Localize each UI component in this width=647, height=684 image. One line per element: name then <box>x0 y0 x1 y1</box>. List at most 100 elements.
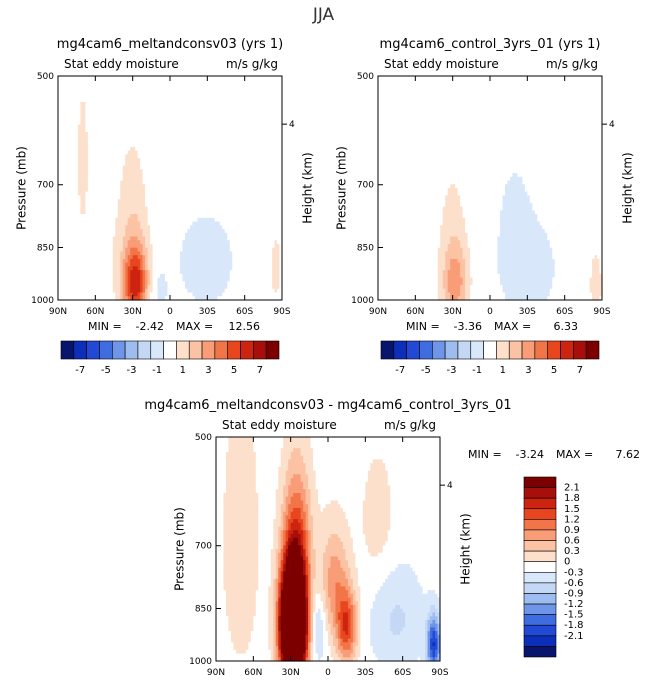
field-cell <box>257 117 261 122</box>
field-cell <box>65 146 69 152</box>
field-cell <box>237 132 241 137</box>
field-cell <box>82 79 86 85</box>
field-cell <box>232 83 236 88</box>
field-cell <box>249 113 253 118</box>
field-cell <box>77 113 81 118</box>
field-cell <box>207 146 211 152</box>
field-cell <box>82 94 86 99</box>
field-cell <box>112 135 116 141</box>
field-cell <box>65 132 69 137</box>
field-cell <box>199 132 203 137</box>
field-cell <box>95 139 99 144</box>
field-cell <box>277 83 281 88</box>
field-cell <box>150 146 154 152</box>
field-cell <box>267 113 271 118</box>
field-cell <box>160 132 164 137</box>
field-cell <box>199 105 203 111</box>
field-cell <box>267 139 271 144</box>
field-cell <box>252 79 256 85</box>
field-cell <box>65 143 69 148</box>
field-cell <box>65 150 69 155</box>
field-cell <box>145 87 149 92</box>
field-cell <box>77 124 81 129</box>
field-cell <box>207 150 211 155</box>
field-cell <box>222 76 226 81</box>
field-cell <box>269 146 273 152</box>
field-cell <box>145 98 149 103</box>
field-cell <box>262 135 266 141</box>
field-cell <box>145 76 149 81</box>
field-cell <box>82 132 86 137</box>
field-cell <box>264 76 268 81</box>
field-cell <box>239 79 243 85</box>
field-cell <box>157 109 161 114</box>
field-cell <box>172 150 176 155</box>
field-cell <box>82 102 86 107</box>
field-cell <box>209 124 213 129</box>
field-cell <box>274 79 278 85</box>
field-cell <box>194 109 198 114</box>
field-cell <box>77 135 81 141</box>
field-cell <box>85 113 89 118</box>
field-cell <box>209 90 213 96</box>
field-cell <box>107 76 111 81</box>
field-cell <box>110 143 114 148</box>
field-cell <box>229 87 233 92</box>
field-cell <box>135 146 139 152</box>
field-cell <box>224 120 228 126</box>
field-cell <box>97 135 101 141</box>
field-cell <box>152 76 156 81</box>
field-cell <box>167 128 171 133</box>
field-cell <box>85 132 89 137</box>
field-cell <box>257 109 261 114</box>
field-cell <box>77 83 81 88</box>
field-cell <box>92 83 96 88</box>
field-cell <box>75 132 79 137</box>
field-cell <box>70 128 74 133</box>
field-cell <box>194 79 198 85</box>
field-cell <box>259 79 263 85</box>
field-cell <box>140 109 144 114</box>
field-cell <box>167 83 171 88</box>
field-cell <box>239 124 243 129</box>
field-cell <box>177 105 181 111</box>
field-cell <box>259 98 263 103</box>
field-cell <box>62 90 67 96</box>
field-cell <box>219 120 223 126</box>
field-cell <box>70 79 74 85</box>
field-cell <box>67 128 72 133</box>
field-cell <box>212 94 216 99</box>
field-cell <box>115 94 119 99</box>
field-cell <box>92 98 96 103</box>
field-cell <box>197 124 201 129</box>
field-cell <box>155 79 159 85</box>
field-cell <box>122 113 126 118</box>
field-cell <box>227 117 231 122</box>
field-cell <box>219 143 223 148</box>
field-cell <box>97 87 101 92</box>
field-cell <box>58 139 62 144</box>
field-cell <box>204 87 208 92</box>
field-cell <box>227 87 231 92</box>
field-cell <box>279 143 283 148</box>
field-cell <box>127 98 131 103</box>
field-cell <box>187 139 191 144</box>
field-cell <box>252 139 256 144</box>
field-cell <box>132 132 136 137</box>
field-cell <box>214 102 218 107</box>
field-cell <box>125 146 129 152</box>
field-cell <box>130 76 134 81</box>
field-cell <box>242 146 246 152</box>
field-cell <box>172 87 176 92</box>
field-cell <box>219 94 223 99</box>
field-cell <box>202 98 206 103</box>
field-cell <box>152 102 156 107</box>
field-cell <box>182 98 186 103</box>
field-cell <box>269 105 273 111</box>
field-cell <box>259 124 263 129</box>
field-cell <box>77 128 81 133</box>
field-cell <box>160 83 164 88</box>
field-cell <box>234 102 238 107</box>
field-cell <box>264 132 268 137</box>
field-cell <box>135 139 139 144</box>
